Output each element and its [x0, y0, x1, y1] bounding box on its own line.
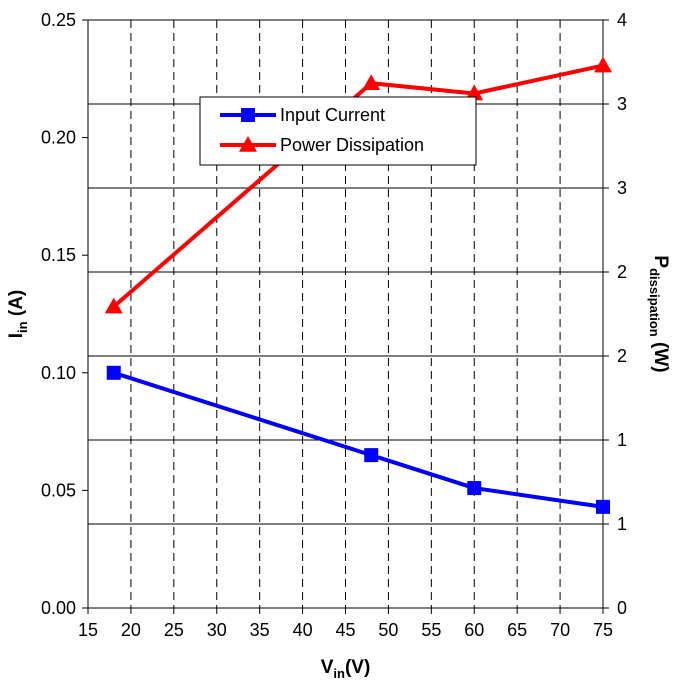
data-point-power-dissipation — [594, 56, 612, 73]
data-point-input-current — [106, 365, 121, 380]
y-left-tick-label: 0.00 — [41, 598, 76, 618]
data-point-power-dissipation — [104, 297, 123, 314]
legend-items: Input Current Power Dissipation — [220, 105, 424, 155]
y-right-tick-label: 1 — [617, 514, 627, 534]
x-tick-label: 15 — [78, 620, 98, 640]
legend-swatch-marker — [239, 136, 257, 152]
legend-label: Input Current — [280, 105, 385, 125]
y-left-tick-label: 0.10 — [41, 363, 76, 383]
legend-swatch-marker — [241, 108, 255, 122]
y-axis-left-label: Iin (A) — [6, 290, 30, 339]
series-line-power-dissipation — [112, 63, 604, 309]
data-point-power-dissipation — [362, 74, 381, 90]
y-right-tick-label: 2 — [617, 346, 627, 366]
x-tick-label: 35 — [250, 620, 270, 640]
y-left-tick-label: 0.25 — [41, 10, 76, 30]
x-tick-label: 70 — [550, 620, 570, 640]
x-tick-label: 60 — [464, 620, 484, 640]
axes-layer: 15 20 25 30 35 40 45 50 55 60 65 70 750.000.050.100.… — [41, 10, 627, 640]
series-line-input-current — [113, 370, 604, 509]
x-tick-label: 40 — [293, 620, 313, 640]
x-tick-label: 65 — [507, 620, 527, 640]
data-point-input-current — [596, 499, 610, 514]
y-left-tick-label: 0.05 — [41, 480, 76, 500]
x-tick-label: 50 — [378, 620, 398, 640]
legend-label: Power Dissipation — [280, 135, 424, 155]
y-right-tick-label: 3 — [617, 178, 627, 198]
series-layer — [104, 56, 612, 514]
x-tick-label: 25 — [164, 620, 184, 640]
y-left-tick-label: 0.20 — [41, 128, 76, 148]
data-point-input-current — [467, 481, 482, 496]
y-right-tick-label: 1 — [617, 430, 627, 450]
y-right-tick-label: 2 — [617, 262, 627, 282]
x-tick-label: 30 — [207, 620, 227, 640]
x-tick-label: 55 — [421, 620, 441, 640]
x-axis-label: Vin(V) — [321, 657, 371, 681]
y-right-tick-label: 4 — [617, 10, 627, 30]
data-point-power-dissipation — [465, 84, 484, 101]
x-tick-label: 20 — [121, 620, 141, 640]
y-left-tick-label: 0.15 — [41, 245, 76, 265]
legend: Input Current Power Dissipation — [199, 96, 477, 166]
y-axis-right-label: Pdissipation (W) — [647, 255, 671, 372]
data-point-input-current — [364, 448, 379, 463]
y-right-tick-label: 0 — [617, 598, 627, 618]
y-right-tick-label: 3 — [617, 94, 627, 114]
x-tick-label: 75 — [593, 620, 613, 640]
x-tick-label: 45 — [335, 620, 355, 640]
